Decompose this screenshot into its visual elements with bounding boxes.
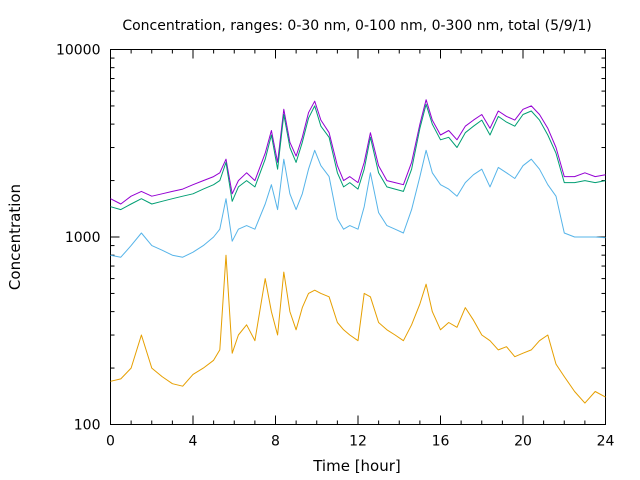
y-axis-title: Concentration [6,184,24,290]
x-tick-label: 8 [271,434,280,450]
x-tick-label: 24 [597,434,615,450]
series-total-line [110,99,606,205]
series-layer [110,99,606,404]
x-tick-label: 16 [432,434,450,450]
series-0-300nm-line [110,103,606,211]
y-tick-label: 100 [74,418,101,434]
y-tick-label: 1000 [65,230,101,246]
x-tick-label: 0 [106,434,115,450]
chart-title: Concentration, ranges: 0-30 nm, 0-100 nm… [122,18,591,34]
x-tick-label: 12 [349,434,367,450]
y-tick-label: 10000 [56,43,101,59]
x-tick-label: 20 [514,434,532,450]
x-tick-label: 4 [189,434,198,450]
series-0-30nm-line [110,254,606,404]
x-axis: 0 4 8 12 16 20 24 [106,49,615,450]
series-0-100nm-line [110,149,606,258]
y-axis: 100 1000 10000 [56,43,606,434]
x-axis-title: Time [hour] [312,457,401,475]
